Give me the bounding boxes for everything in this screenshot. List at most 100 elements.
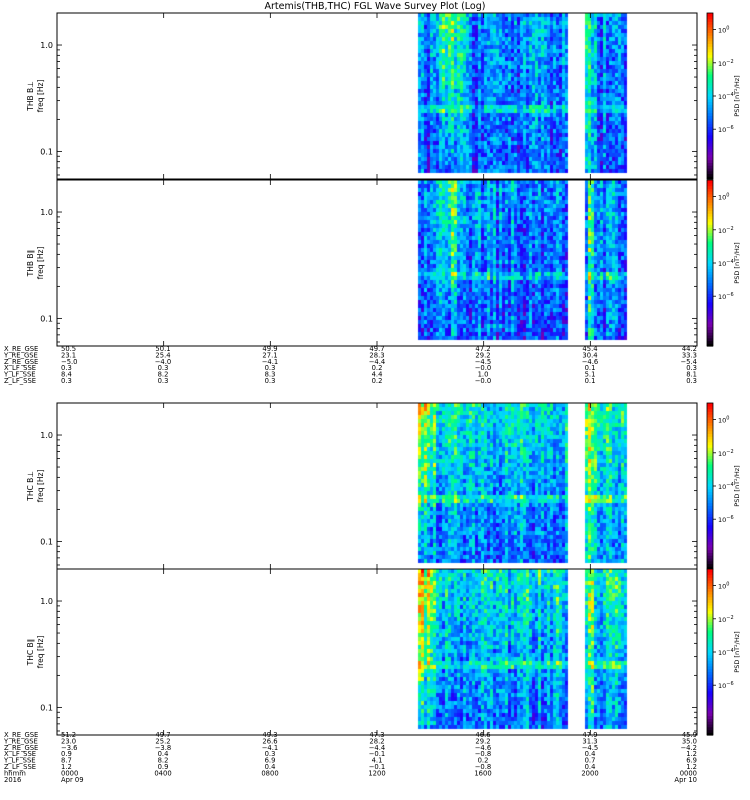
colorbar-segment: [707, 191, 713, 195]
colorbar-segment: [707, 73, 713, 78]
colorbar-segment: [707, 334, 713, 339]
colorbar-segment: [707, 18, 713, 22]
time-axis-label: hhmm: [4, 769, 26, 777]
ephemeris-value: −0.8: [475, 763, 492, 771]
colorbar-segment: [707, 93, 713, 97]
ephemeris-value: 27.1: [262, 351, 277, 359]
ephemeris-row-label: Y_RE_GSE: [3, 351, 38, 359]
colorbar-segment: [707, 552, 713, 556]
colorbar-segment: [707, 68, 713, 72]
colorbar-segment: [707, 156, 713, 161]
ephemeris-value: 8.7: [61, 757, 72, 765]
colorbar-segment: [707, 296, 713, 300]
colorbar-segment: [707, 112, 713, 116]
colorbar-segment: [707, 499, 713, 504]
colorbar-segment: [707, 304, 713, 308]
start-date-label: Apr 09: [61, 776, 84, 784]
colorbar-segment: [707, 51, 713, 56]
colorbar-segment: [707, 268, 713, 272]
ephemeris-value: 0.3: [61, 377, 72, 385]
ephemeris-row-label: Z_LF_SSE: [4, 377, 36, 385]
colorbar-segment: [707, 527, 713, 531]
colorbar-segment: [707, 411, 713, 415]
x-tick-label: 0000: [61, 769, 78, 777]
ephemeris-value: 30.4: [582, 351, 597, 359]
ephemeris-value: 49.7: [369, 345, 384, 353]
ephemeris-value: 0.3: [686, 377, 697, 385]
colorbar-segment: [707, 104, 713, 108]
colorbar-tick-label: 10−6: [718, 681, 734, 690]
colorbar-segment: [707, 582, 713, 587]
ephemeris-value: 6.9: [686, 757, 697, 765]
colorbar-segment: [707, 591, 713, 595]
ephemeris-value: −0.1: [369, 750, 386, 758]
ephemeris-value: 8.4: [61, 371, 72, 379]
colorbar-segment: [707, 524, 713, 529]
ephemeris-value: 33.3: [682, 351, 697, 359]
colorbar-segment: [707, 569, 713, 573]
colorbar-segment: [707, 486, 713, 490]
ephemeris-value: 0.7: [585, 757, 596, 765]
colorbar-segment: [707, 588, 713, 592]
colorbar-segment: [707, 246, 713, 250]
y-tick-label: 0.1: [40, 314, 53, 323]
colorbar-segment: [707, 26, 713, 31]
colorbar-segment: [707, 513, 713, 518]
ephemeris-value: 26.6: [262, 737, 277, 745]
end-date-label: Apr 10: [674, 776, 697, 784]
colorbar-segment: [707, 458, 713, 462]
ephemeris-value: 8.2: [158, 757, 169, 765]
colorbar-segment: [707, 699, 713, 703]
colorbar-tick-label: 100: [718, 416, 729, 425]
colorbar-segment: [707, 616, 713, 620]
colorbar-segment: [707, 118, 713, 122]
y-axis-unit-label: freq [Hz]: [36, 80, 45, 113]
colorbar-segment: [707, 204, 713, 209]
x-tick-label: 0800: [261, 769, 278, 777]
ephemeris-value: −4.5: [475, 358, 492, 366]
ephemeris-value: 8.3: [265, 371, 276, 379]
colorbar-segment: [707, 238, 713, 242]
y-tick-label: 0.1: [40, 703, 53, 712]
colorbar-segment: [707, 82, 713, 86]
colorbar-label: PSD [nT²/Hz]: [733, 631, 741, 672]
ephemeris-value: 0.3: [158, 364, 169, 372]
ephemeris-value: 0.4: [265, 763, 276, 771]
ephemeris-value: 1.2: [686, 750, 697, 758]
colorbar-segment: [707, 65, 713, 69]
colorbar-segment: [707, 224, 713, 228]
y-axis-unit-label: freq [Hz]: [36, 470, 45, 503]
colorbar-segment: [707, 62, 713, 67]
colorbar-segment: [707, 447, 713, 451]
colorbar-segment: [707, 472, 713, 476]
y-axis-unit-label: freq [Hz]: [36, 636, 45, 669]
colorbar-segment: [707, 265, 713, 270]
colorbar-segment: [707, 145, 713, 150]
colorbar-segment: [707, 580, 713, 584]
colorbar-tick-label: 10−6: [718, 125, 734, 134]
colorbar-segment: [707, 298, 713, 303]
colorbar-segment: [707, 24, 713, 28]
ephemeris-value: 46.6: [475, 731, 490, 739]
ephemeris-value: 0.1: [585, 364, 596, 372]
panel-thc-par: 1.0 0.1 THC B∥ freq [Hz] 100 10−2 10−4 10−6 PSD …: [26, 568, 741, 736]
colorbar-segment: [707, 618, 713, 623]
colorbar-segment: [707, 337, 713, 342]
colorbar-segment: [707, 54, 713, 58]
ephemeris-value: −4.0: [155, 358, 172, 366]
colorbar-segment: [707, 613, 713, 617]
colorbar-segment: [707, 652, 713, 656]
colorbar-segment: [707, 560, 713, 565]
colorbar-segment: [707, 137, 713, 141]
colorbar-segment: [707, 312, 713, 317]
ephemeris-value: −0.1: [369, 763, 386, 771]
colorbar-segment: [707, 521, 713, 526]
colorbar-segment: [707, 332, 713, 336]
colorbar-segment: [707, 585, 713, 589]
ephemeris-value: 0.2: [478, 757, 489, 765]
year-label: 2016: [4, 776, 21, 784]
colorbar-segment: [707, 196, 713, 200]
colorbar-segment: [707, 624, 713, 628]
colorbar-segment: [707, 497, 713, 501]
colorbar: 100 10−2 10−4 10−6 PSD [nT²/Hz]: [706, 12, 741, 180]
